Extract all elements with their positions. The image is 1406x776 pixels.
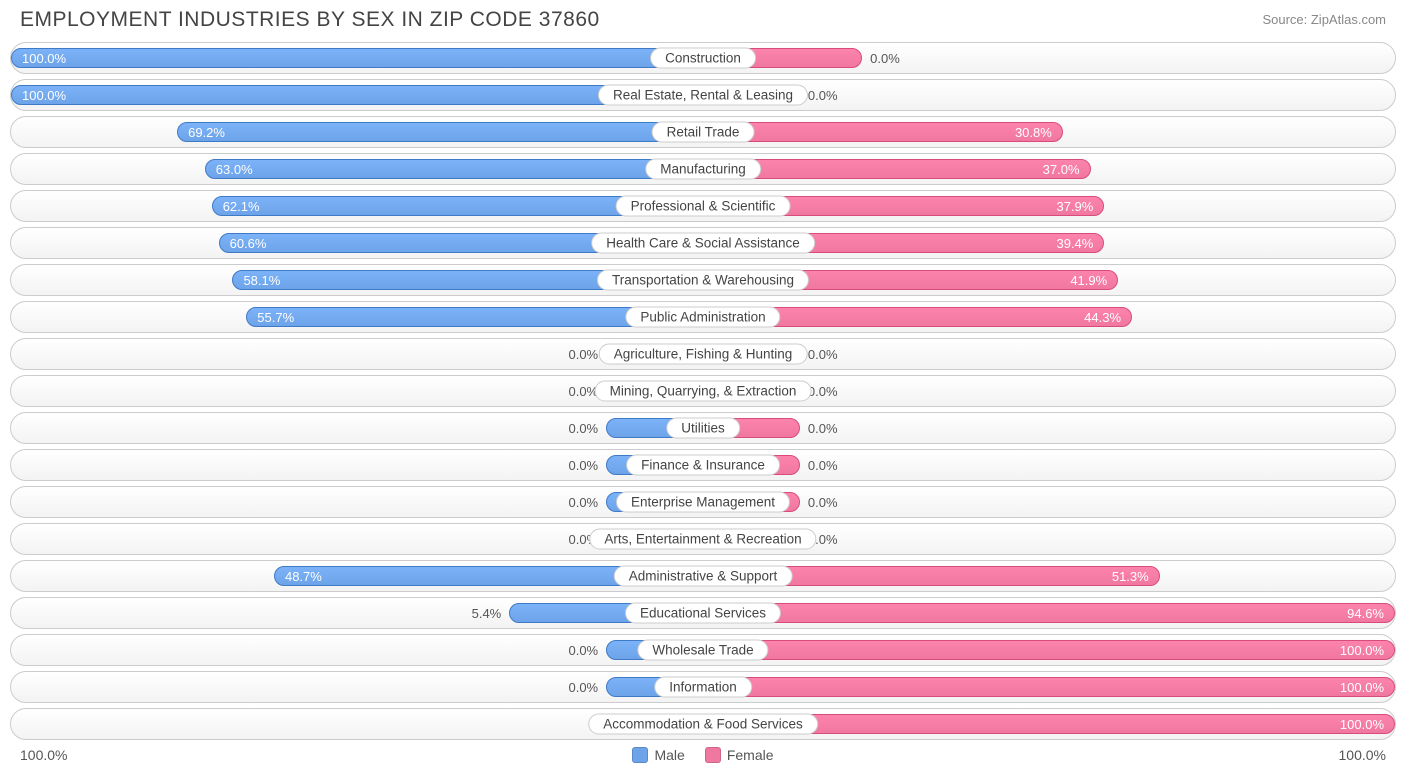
- chart-row: 0.0% 0.0% Utilities: [10, 412, 1396, 444]
- chart-row: 58.1% 41.9% Transportation & Warehousing: [10, 264, 1396, 296]
- axis-left-label: 100.0%: [20, 747, 67, 763]
- category-label: Manufacturing: [645, 159, 761, 180]
- chart-row: 0.0% 0.0% Finance & Insurance: [10, 449, 1396, 481]
- female-value: 0.0%: [808, 339, 838, 369]
- category-label: Professional & Scientific: [616, 196, 791, 217]
- male-value: 0.0%: [568, 635, 598, 665]
- male-swatch-icon: [632, 747, 648, 763]
- chart-row: 100.0% 0.0% Construction: [10, 42, 1396, 74]
- chart-row: 62.1% 37.9% Professional & Scientific: [10, 190, 1396, 222]
- chart-row: 48.7% 51.3% Administrative & Support: [10, 560, 1396, 592]
- female-bar: 37.0%: [703, 159, 1091, 179]
- category-label: Wholesale Trade: [637, 640, 768, 661]
- chart-title: EMPLOYMENT INDUSTRIES BY SEX IN ZIP CODE…: [20, 8, 600, 32]
- legend-item-male: Male: [632, 747, 684, 763]
- male-value: 63.0%: [206, 162, 263, 177]
- legend: Male Female: [632, 747, 773, 763]
- male-value: 62.1%: [213, 199, 270, 214]
- category-label: Agriculture, Fishing & Hunting: [599, 344, 808, 365]
- male-value: 58.1%: [233, 273, 290, 288]
- female-value: 37.9%: [1046, 199, 1103, 214]
- chart-row: 0.0% 100.0% Wholesale Trade: [10, 634, 1396, 666]
- legend-female-label: Female: [727, 747, 774, 763]
- male-value: 0.0%: [568, 339, 598, 369]
- category-label: Utilities: [666, 418, 740, 439]
- category-label: Administrative & Support: [614, 566, 793, 587]
- female-swatch-icon: [705, 747, 721, 763]
- category-label: Enterprise Management: [616, 492, 790, 513]
- chart-row: 0.0%100.0%Accommodation & Food Services: [10, 708, 1396, 740]
- chart-row: 100.0% 0.0%Real Estate, Rental & Leasing: [10, 79, 1396, 111]
- axis-right-label: 100.0%: [1339, 747, 1386, 763]
- category-label: Accommodation & Food Services: [588, 714, 818, 735]
- female-value: 100.0%: [1330, 643, 1394, 658]
- male-value: 0.0%: [568, 413, 598, 443]
- female-value: 0.0%: [808, 413, 838, 443]
- source-attribution: Source: ZipAtlas.com: [1262, 8, 1386, 27]
- male-bar: 69.2%: [177, 122, 703, 142]
- male-value: 100.0%: [12, 88, 76, 103]
- male-bar: 100.0%: [11, 48, 703, 68]
- chart-row: 69.2% 30.8% Retail Trade: [10, 116, 1396, 148]
- female-value: 51.3%: [1102, 569, 1159, 584]
- female-value: 94.6%: [1337, 606, 1394, 621]
- category-label: Real Estate, Rental & Leasing: [598, 85, 808, 106]
- female-bar: 100.0%: [703, 677, 1395, 697]
- category-label: Transportation & Warehousing: [597, 270, 809, 291]
- male-value: 48.7%: [275, 569, 332, 584]
- female-bar: 94.6%: [703, 603, 1395, 623]
- female-value: 100.0%: [1330, 717, 1394, 732]
- female-value: 37.0%: [1033, 162, 1090, 177]
- female-value: 30.8%: [1005, 125, 1062, 140]
- male-bar: 63.0%: [205, 159, 703, 179]
- female-value: 100.0%: [1330, 680, 1394, 695]
- female-value: 0.0%: [870, 43, 900, 73]
- male-value: 100.0%: [12, 51, 76, 66]
- female-value: 0.0%: [808, 450, 838, 480]
- female-bar: 30.8%: [703, 122, 1063, 142]
- category-label: Retail Trade: [652, 122, 755, 143]
- category-label: Mining, Quarrying, & Extraction: [595, 381, 812, 402]
- female-value: 44.3%: [1074, 310, 1131, 325]
- male-value: 69.2%: [178, 125, 235, 140]
- header: EMPLOYMENT INDUSTRIES BY SEX IN ZIP CODE…: [0, 0, 1406, 36]
- category-label: Health Care & Social Assistance: [591, 233, 815, 254]
- female-value: 41.9%: [1060, 273, 1117, 288]
- female-value: 0.0%: [808, 487, 838, 517]
- category-label: Arts, Entertainment & Recreation: [589, 529, 816, 550]
- male-value: 60.6%: [220, 236, 277, 251]
- chart-row: 0.0% 0.0%Agriculture, Fishing & Hunting: [10, 338, 1396, 370]
- legend-item-female: Female: [705, 747, 774, 763]
- female-value: 39.4%: [1046, 236, 1103, 251]
- category-label: Construction: [650, 48, 756, 69]
- category-label: Finance & Insurance: [626, 455, 780, 476]
- male-value: 0.0%: [568, 672, 598, 702]
- chart-row: 55.7% 44.3% Public Administration: [10, 301, 1396, 333]
- female-value: 0.0%: [808, 80, 838, 110]
- chart-row: 5.4% 94.6% Educational Services: [10, 597, 1396, 629]
- male-value: 0.0%: [568, 487, 598, 517]
- category-label: Information: [654, 677, 752, 698]
- chart-row: 0.0%0.0%Mining, Quarrying, & Extraction: [10, 375, 1396, 407]
- male-value: 5.4%: [472, 598, 502, 628]
- category-label: Educational Services: [625, 603, 781, 624]
- chart-area: 100.0%0.0%Construction100.0%0.0%Real Est…: [0, 36, 1406, 740]
- category-label: Public Administration: [625, 307, 780, 328]
- chart-row: 60.6% 39.4% Health Care & Social Assistanc…: [10, 227, 1396, 259]
- male-value: 55.7%: [247, 310, 304, 325]
- chart-row: 63.0% 37.0% Manufacturing: [10, 153, 1396, 185]
- female-bar: 100.0%: [703, 640, 1395, 660]
- female-value: 0.0%: [808, 376, 838, 406]
- chart-row: 0.0% 100.0% Information: [10, 671, 1396, 703]
- chart-row: 0.0%0.0%Arts, Entertainment & Recreation: [10, 523, 1396, 555]
- legend-male-label: Male: [654, 747, 684, 763]
- male-value: 0.0%: [568, 450, 598, 480]
- chart-row: 0.0% 0.0% Enterprise Management: [10, 486, 1396, 518]
- footer: 100.0% Male Female 100.0%: [0, 745, 1406, 763]
